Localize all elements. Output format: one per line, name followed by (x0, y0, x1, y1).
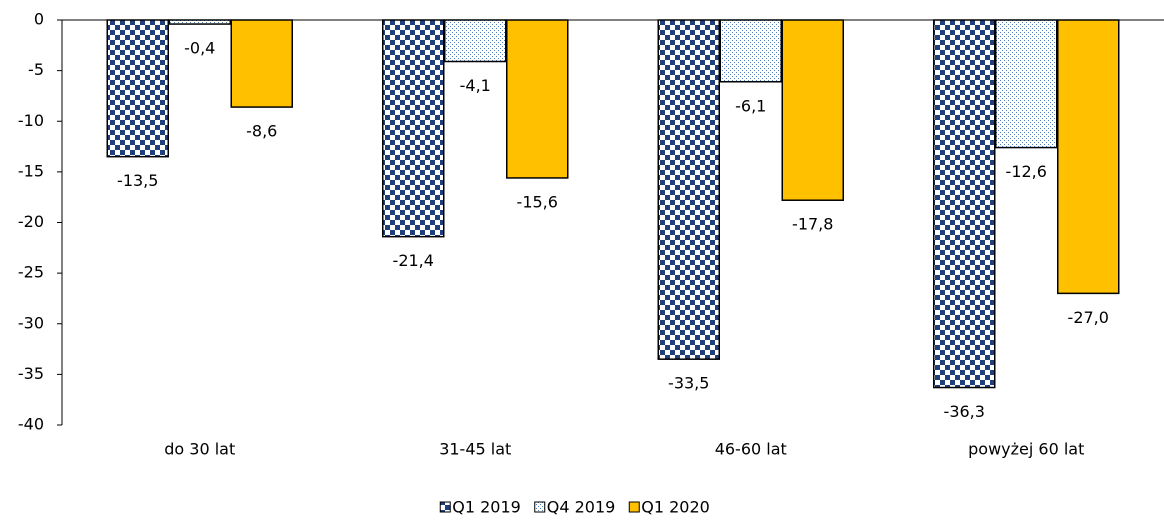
value-label: -4,1 (460, 76, 491, 95)
value-label: -15,6 (517, 192, 558, 211)
value-label: -0,4 (184, 39, 215, 58)
y-tick-label: 0 (34, 10, 44, 29)
y-tick-label: -35 (18, 364, 44, 383)
bar (106, 19, 169, 158)
bar (781, 19, 844, 201)
value-label: -33,5 (668, 374, 709, 393)
bar (506, 19, 569, 179)
y-tick-label: -25 (18, 263, 44, 282)
y-tick-label: -5 (28, 60, 44, 79)
y-tick-label: -30 (18, 313, 44, 332)
bar (444, 19, 507, 63)
legend-label: Q1 2020 (641, 498, 710, 517)
value-label: -21,4 (393, 251, 434, 270)
x-tick-label: powyżej 60 lat (968, 440, 1084, 459)
value-label: -13,5 (117, 171, 158, 190)
bar (168, 19, 231, 25)
x-tick-label: do 30 lat (164, 440, 235, 459)
y-tick-label: -10 (18, 111, 44, 130)
value-label: -12,6 (1006, 162, 1047, 181)
value-label: -6,1 (735, 96, 766, 115)
legend-swatch (628, 501, 640, 513)
bar (382, 19, 445, 238)
value-label: -27,0 (1068, 308, 1109, 327)
value-label: -17,8 (792, 215, 833, 234)
y-tick-label: -40 (18, 415, 44, 434)
bar (933, 19, 996, 389)
y-tick-label: -20 (18, 212, 44, 231)
legend-swatch (439, 501, 451, 513)
value-label: -8,6 (246, 122, 277, 141)
x-tick-label: 31-45 lat (439, 440, 511, 459)
bar (719, 19, 782, 83)
value-label: -36,3 (944, 402, 985, 421)
bar (657, 19, 720, 360)
legend-label: Q4 2019 (547, 498, 616, 517)
x-tick-label: 46-60 lat (715, 440, 787, 459)
legend-swatch (534, 501, 546, 513)
legend-label: Q1 2019 (452, 498, 521, 517)
bar (995, 19, 1058, 149)
y-tick-label: -15 (18, 161, 44, 180)
bar (1057, 19, 1120, 295)
bar (230, 19, 293, 108)
